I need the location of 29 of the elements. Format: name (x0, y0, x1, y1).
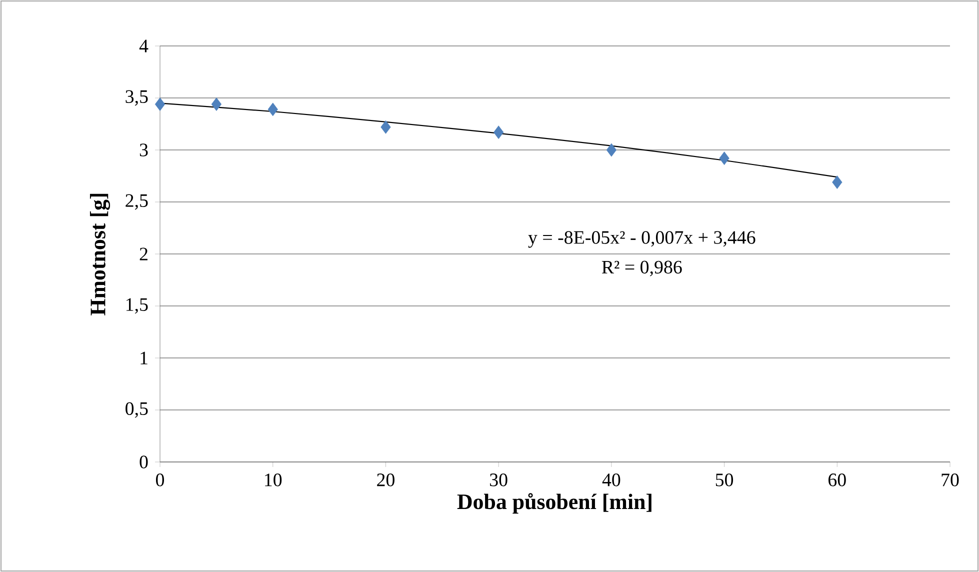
point (380, 120, 391, 134)
y-tick-label: 0 (140, 456, 148, 468)
point (268, 102, 278, 116)
y-tick-label: 0,5 (126, 402, 148, 418)
y-tick-label: 2 (140, 248, 148, 260)
x-tick-label: 0 (156, 474, 164, 486)
y-tick-label: 1 (140, 352, 148, 364)
point (494, 126, 504, 140)
y-tick-label: 2,5 (126, 194, 148, 210)
point (154, 98, 166, 111)
point (211, 98, 222, 111)
y-axis-title: Hmotnost [g] (90, 194, 110, 316)
point (719, 152, 730, 166)
point (832, 176, 842, 189)
x-axis-title: Doba působení [min] (457, 493, 652, 514)
y-tick-label: 1,5 (126, 298, 148, 314)
x-tick-label: 10 (265, 474, 282, 486)
annotation: R² = 0,986 (602, 260, 682, 276)
x-tick-label: 50 (716, 474, 734, 486)
x-tick-label: 60 (828, 474, 846, 486)
annotation: y = -8E-05x² - 0,007x + 3,446 (528, 231, 756, 248)
y-tick-label: 4 (139, 40, 148, 52)
x-tick-label: 70 (942, 474, 959, 486)
x-tick-label: 40 (602, 474, 620, 486)
y-tick-label: 3,5 (126, 90, 148, 106)
x-tick-label: 30 (490, 474, 508, 486)
x-tick-label: 20 (377, 474, 394, 486)
y-tick-label: 3 (140, 144, 148, 156)
point (606, 143, 617, 157)
